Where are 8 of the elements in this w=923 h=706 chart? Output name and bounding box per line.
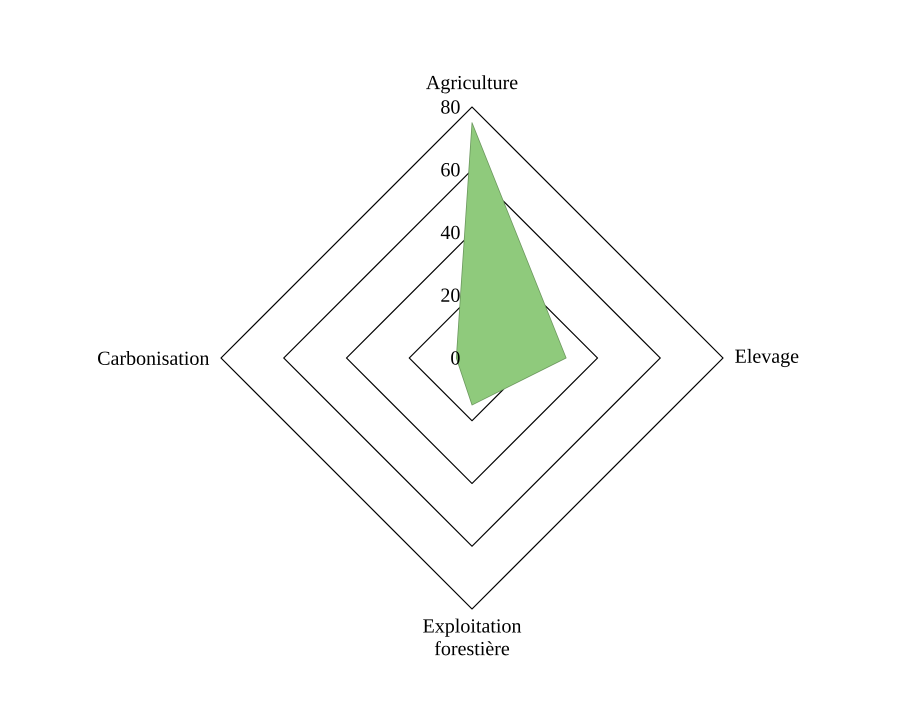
spoke-label: Carbonisation xyxy=(98,350,210,366)
y-tick-label: 20 xyxy=(441,288,460,302)
spoke-label: Elevage xyxy=(735,348,798,368)
spoke-label: Agriculture xyxy=(426,75,518,94)
spoke-label: Exploitation forestière xyxy=(423,618,522,656)
y-tick-label: 80 xyxy=(441,100,460,114)
y-tick-label: 60 xyxy=(441,162,460,176)
y-tick-label: 40 xyxy=(440,226,460,240)
